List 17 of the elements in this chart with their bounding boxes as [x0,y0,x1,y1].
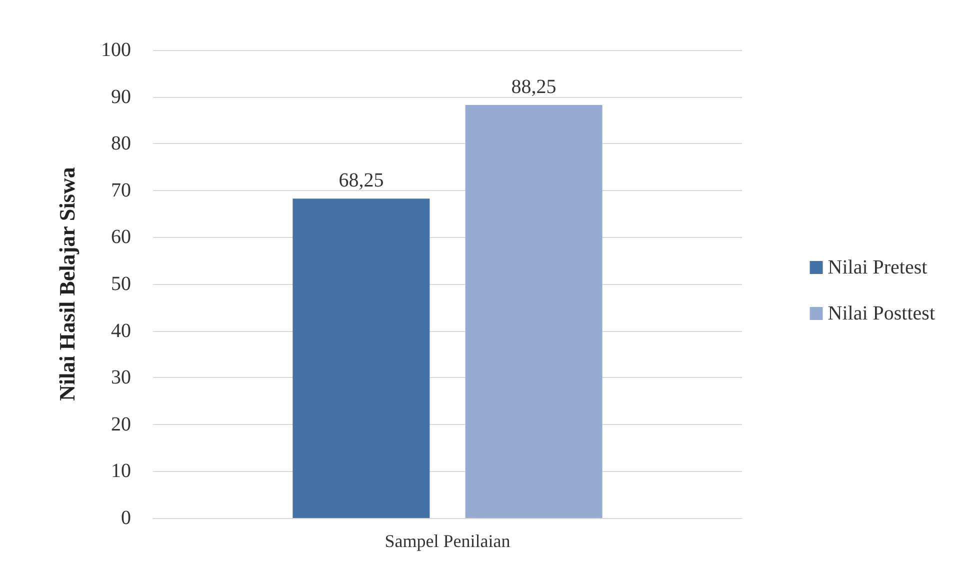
y-tick-label: 30 [111,366,131,389]
y-tick-label: 20 [111,413,131,436]
y-tick-label: 0 [121,507,131,529]
y-tick-label: 10 [111,460,131,482]
data-label: 88,25 [511,76,556,98]
y-tick-label: 40 [111,320,131,342]
y-tick-label: 70 [111,179,131,202]
y-tick-label: 100 [101,39,131,61]
legend-label: Nilai Posttest [828,302,936,324]
x-tick-label: Sampel Penilaian [384,531,510,551]
data-label: 68,25 [338,170,384,192]
y-tick-label: 60 [111,226,131,248]
y-tick-label: 50 [111,273,131,295]
y-tick-label: 80 [111,132,131,155]
y-tick-label: 90 [111,86,131,108]
y-axis-title: Nilai Hasil Belajar Siswa [54,167,80,401]
legend-label: Nilai Pretest [828,256,928,278]
